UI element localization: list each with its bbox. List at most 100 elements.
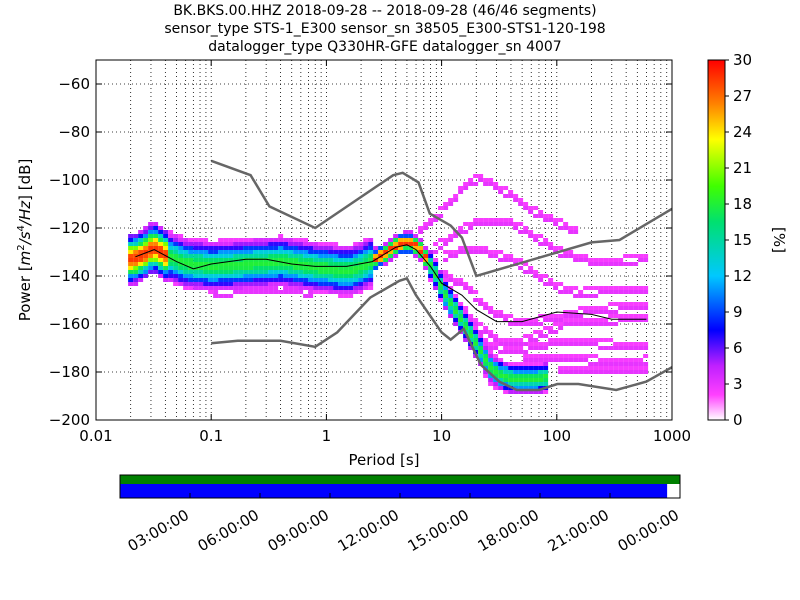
psd-cell	[178, 274, 184, 278]
psd-cell	[263, 246, 269, 250]
psd-cell	[563, 318, 569, 322]
psd-cell	[528, 322, 534, 326]
psd-cell	[278, 238, 284, 242]
x-tick-label: 10	[432, 427, 451, 445]
psd-cell	[643, 366, 649, 370]
psd-cell	[583, 366, 589, 370]
psd-cell	[523, 382, 529, 386]
psd-cell	[553, 318, 559, 322]
psd-cell	[478, 178, 484, 182]
psd-cell	[268, 282, 274, 286]
psd-cell	[388, 238, 394, 242]
psd-cell	[538, 214, 544, 218]
psd-cell	[538, 342, 544, 346]
psd-cell	[178, 234, 184, 238]
psd-cell	[288, 282, 294, 286]
colorbar-tick-label: 18	[733, 195, 752, 213]
psd-cell	[483, 362, 489, 366]
psd-cell	[288, 254, 294, 258]
psd-cell	[263, 238, 269, 242]
psd-cell	[473, 246, 479, 250]
psd-cell	[558, 314, 564, 318]
psd-cell	[198, 238, 204, 242]
psd-cell	[488, 362, 494, 366]
psd-cell	[518, 318, 524, 322]
psd-cell	[143, 266, 149, 270]
psd-cell	[278, 258, 284, 262]
psd-cell	[268, 286, 274, 290]
psd-cell	[188, 286, 194, 290]
psd-cell	[518, 366, 524, 370]
psd-cell	[508, 314, 514, 318]
psd-cell	[473, 182, 479, 186]
psd-cell	[398, 250, 404, 254]
psd-cell	[253, 250, 259, 254]
psd-cell	[293, 278, 299, 282]
psd-cell	[383, 246, 389, 250]
psd-cell	[563, 358, 569, 362]
psd-cell	[493, 374, 499, 378]
psd-cell	[593, 294, 599, 298]
psd-cell	[473, 218, 479, 222]
psd-cell	[493, 386, 499, 390]
psd-cell	[508, 382, 514, 386]
psd-cell	[638, 346, 644, 350]
psd-cell	[578, 290, 584, 294]
psd-cell	[293, 242, 299, 246]
psd-cell	[143, 242, 149, 246]
psd-cell	[303, 238, 309, 242]
psd-cell	[243, 290, 249, 294]
psd-cell	[228, 250, 234, 254]
psd-cell	[528, 266, 534, 270]
psd-cell	[343, 290, 349, 294]
psd-cell	[138, 270, 144, 274]
psd-cell	[533, 378, 539, 382]
psd-cell	[583, 286, 589, 290]
psd-cell	[213, 258, 219, 262]
psd-cell	[488, 334, 494, 338]
psd-cell	[508, 222, 514, 226]
psd-cell	[593, 318, 599, 322]
psd-cell	[478, 358, 484, 362]
psd-cell	[613, 366, 619, 370]
psd-cell	[568, 290, 574, 294]
psd-cell	[388, 258, 394, 262]
psd-cell	[493, 310, 499, 314]
psd-cell	[588, 342, 594, 346]
psd-cell	[523, 322, 529, 326]
psd-cell	[553, 338, 559, 342]
psd-cell	[573, 358, 579, 362]
psd-cell	[238, 286, 244, 290]
psd-cell	[153, 230, 159, 234]
psd-cell	[293, 270, 299, 274]
psd-cell	[503, 318, 509, 322]
psd-cell	[548, 218, 554, 222]
psd-cell	[288, 278, 294, 282]
psd-cell	[563, 254, 569, 258]
psd-cell	[138, 242, 144, 246]
y-label-exp4: 4	[16, 225, 27, 231]
psd-cell	[483, 330, 489, 334]
psd-cell	[133, 282, 139, 286]
psd-cell	[523, 226, 529, 230]
psd-cell	[583, 358, 589, 362]
psd-cell	[143, 250, 149, 254]
psd-cell	[568, 286, 574, 290]
psd-cell	[178, 266, 184, 270]
psd-cell	[553, 342, 559, 346]
psd-cell	[443, 242, 449, 246]
psd-cell	[498, 222, 504, 226]
psd-cell	[438, 270, 444, 274]
psd-cell	[528, 318, 534, 322]
psd-cell	[503, 186, 509, 190]
psd-cell	[368, 238, 374, 242]
psd-cell	[338, 274, 344, 278]
psd-cell	[513, 194, 519, 198]
psd-cell	[418, 250, 424, 254]
psd-cell	[603, 318, 609, 322]
psd-cell	[633, 342, 639, 346]
psd-cell	[408, 230, 414, 234]
psd-cell	[413, 234, 419, 238]
psd-cell	[478, 302, 484, 306]
psd-cell	[433, 266, 439, 270]
